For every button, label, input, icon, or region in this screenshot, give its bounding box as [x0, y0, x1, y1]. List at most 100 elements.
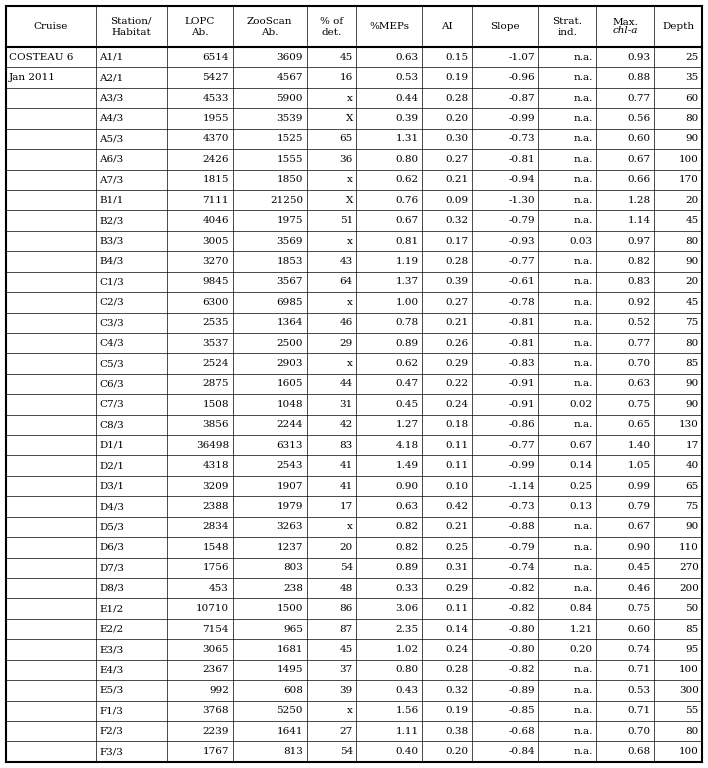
Text: 80: 80 — [685, 237, 699, 246]
Text: 1.49: 1.49 — [396, 462, 419, 470]
Text: 9845: 9845 — [202, 277, 229, 286]
Text: n.a.: n.a. — [573, 94, 593, 103]
Text: 5250: 5250 — [277, 707, 303, 715]
Text: 2244: 2244 — [277, 420, 303, 429]
Text: 0.63: 0.63 — [396, 53, 419, 61]
Text: 1.56: 1.56 — [396, 707, 419, 715]
Text: 3768: 3768 — [202, 707, 229, 715]
Text: 0.20: 0.20 — [569, 645, 593, 654]
Text: -0.94: -0.94 — [508, 175, 535, 184]
Text: X: X — [346, 196, 353, 205]
Text: Depth: Depth — [662, 22, 695, 31]
Text: 300: 300 — [679, 686, 699, 695]
Text: 29: 29 — [340, 339, 353, 348]
Text: 3005: 3005 — [202, 237, 229, 246]
Text: -0.93: -0.93 — [508, 237, 535, 246]
Text: 1955: 1955 — [202, 114, 229, 123]
Text: chl-a: chl-a — [612, 26, 638, 35]
Text: 0.19: 0.19 — [445, 707, 469, 715]
Text: 1.21: 1.21 — [569, 624, 593, 634]
Text: 45: 45 — [685, 298, 699, 306]
Text: 813: 813 — [283, 747, 303, 756]
Text: AI: AI — [442, 22, 453, 31]
Text: 0.77: 0.77 — [627, 339, 651, 348]
Text: -0.85: -0.85 — [508, 707, 535, 715]
Text: 0.53: 0.53 — [627, 686, 651, 695]
Text: n.a.: n.a. — [573, 53, 593, 61]
Text: 1975: 1975 — [277, 216, 303, 225]
Text: 83: 83 — [340, 441, 353, 450]
Text: 0.14: 0.14 — [569, 462, 593, 470]
Text: x: x — [347, 94, 353, 103]
Text: x: x — [347, 522, 353, 531]
Text: Slope: Slope — [491, 22, 520, 31]
Text: -0.80: -0.80 — [508, 624, 535, 634]
Text: 0.33: 0.33 — [396, 584, 419, 593]
Text: 0.17: 0.17 — [445, 237, 469, 246]
Text: 6300: 6300 — [202, 298, 229, 306]
Text: 2535: 2535 — [202, 318, 229, 327]
Text: 1364: 1364 — [277, 318, 303, 327]
Text: 0.32: 0.32 — [445, 686, 469, 695]
Text: 37: 37 — [340, 665, 353, 674]
Text: 608: 608 — [283, 686, 303, 695]
Text: 90: 90 — [685, 379, 699, 389]
Text: 36: 36 — [340, 155, 353, 164]
Text: 1548: 1548 — [202, 543, 229, 552]
Text: x: x — [347, 298, 353, 306]
Text: F3/3: F3/3 — [99, 747, 123, 756]
Text: 10710: 10710 — [196, 604, 229, 613]
Text: 1.05: 1.05 — [627, 462, 651, 470]
Text: n.a.: n.a. — [573, 114, 593, 123]
Text: 0.38: 0.38 — [445, 727, 469, 736]
Text: -0.99: -0.99 — [508, 462, 535, 470]
Text: 80: 80 — [685, 114, 699, 123]
Text: n.a.: n.a. — [573, 196, 593, 205]
Text: 1495: 1495 — [277, 665, 303, 674]
Text: C6/3: C6/3 — [99, 379, 124, 389]
Text: 2.35: 2.35 — [396, 624, 419, 634]
Text: 85: 85 — [685, 359, 699, 368]
Text: -0.82: -0.82 — [508, 584, 535, 593]
Text: 20: 20 — [685, 277, 699, 286]
Text: n.a.: n.a. — [573, 727, 593, 736]
Text: 0.89: 0.89 — [396, 563, 419, 572]
Text: 90: 90 — [685, 400, 699, 409]
Text: 2834: 2834 — [202, 522, 229, 531]
Text: 0.83: 0.83 — [627, 277, 651, 286]
Text: -0.68: -0.68 — [508, 727, 535, 736]
Text: 0.52: 0.52 — [627, 318, 651, 327]
Text: 0.19: 0.19 — [445, 73, 469, 82]
Text: 0.11: 0.11 — [445, 441, 469, 450]
Text: 453: 453 — [209, 584, 229, 593]
Text: -0.91: -0.91 — [508, 400, 535, 409]
Text: 0.26: 0.26 — [445, 339, 469, 348]
Text: 0.62: 0.62 — [396, 175, 419, 184]
Text: n.a.: n.a. — [573, 73, 593, 82]
Text: 3537: 3537 — [202, 339, 229, 348]
Text: 1500: 1500 — [277, 604, 303, 613]
Text: 0.70: 0.70 — [627, 359, 651, 368]
Text: 51: 51 — [340, 216, 353, 225]
Text: LOPC
Ab.: LOPC Ab. — [184, 17, 215, 37]
Text: % of
det.: % of det. — [320, 17, 343, 37]
Text: 0.71: 0.71 — [627, 665, 651, 674]
Text: 0.63: 0.63 — [396, 502, 419, 511]
Text: 21250: 21250 — [270, 196, 303, 205]
Text: Max.: Max. — [612, 18, 638, 27]
Text: x: x — [347, 359, 353, 368]
Text: E2/2: E2/2 — [99, 624, 124, 634]
Text: 80: 80 — [685, 339, 699, 348]
Text: 0.39: 0.39 — [396, 114, 419, 123]
Text: 0.79: 0.79 — [627, 502, 651, 511]
Text: 1756: 1756 — [202, 563, 229, 572]
Text: 2388: 2388 — [202, 502, 229, 511]
Text: A3/3: A3/3 — [99, 94, 124, 103]
Text: 65: 65 — [340, 134, 353, 144]
Text: 0.67: 0.67 — [569, 441, 593, 450]
Text: x: x — [347, 175, 353, 184]
Text: 0.28: 0.28 — [445, 257, 469, 266]
Text: -0.74: -0.74 — [508, 563, 535, 572]
Text: 0.45: 0.45 — [627, 563, 651, 572]
Text: 0.25: 0.25 — [569, 482, 593, 491]
